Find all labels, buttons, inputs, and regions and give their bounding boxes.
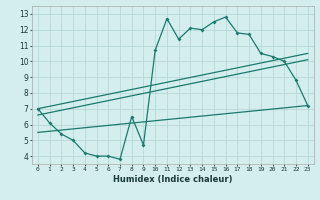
X-axis label: Humidex (Indice chaleur): Humidex (Indice chaleur)	[113, 175, 233, 184]
